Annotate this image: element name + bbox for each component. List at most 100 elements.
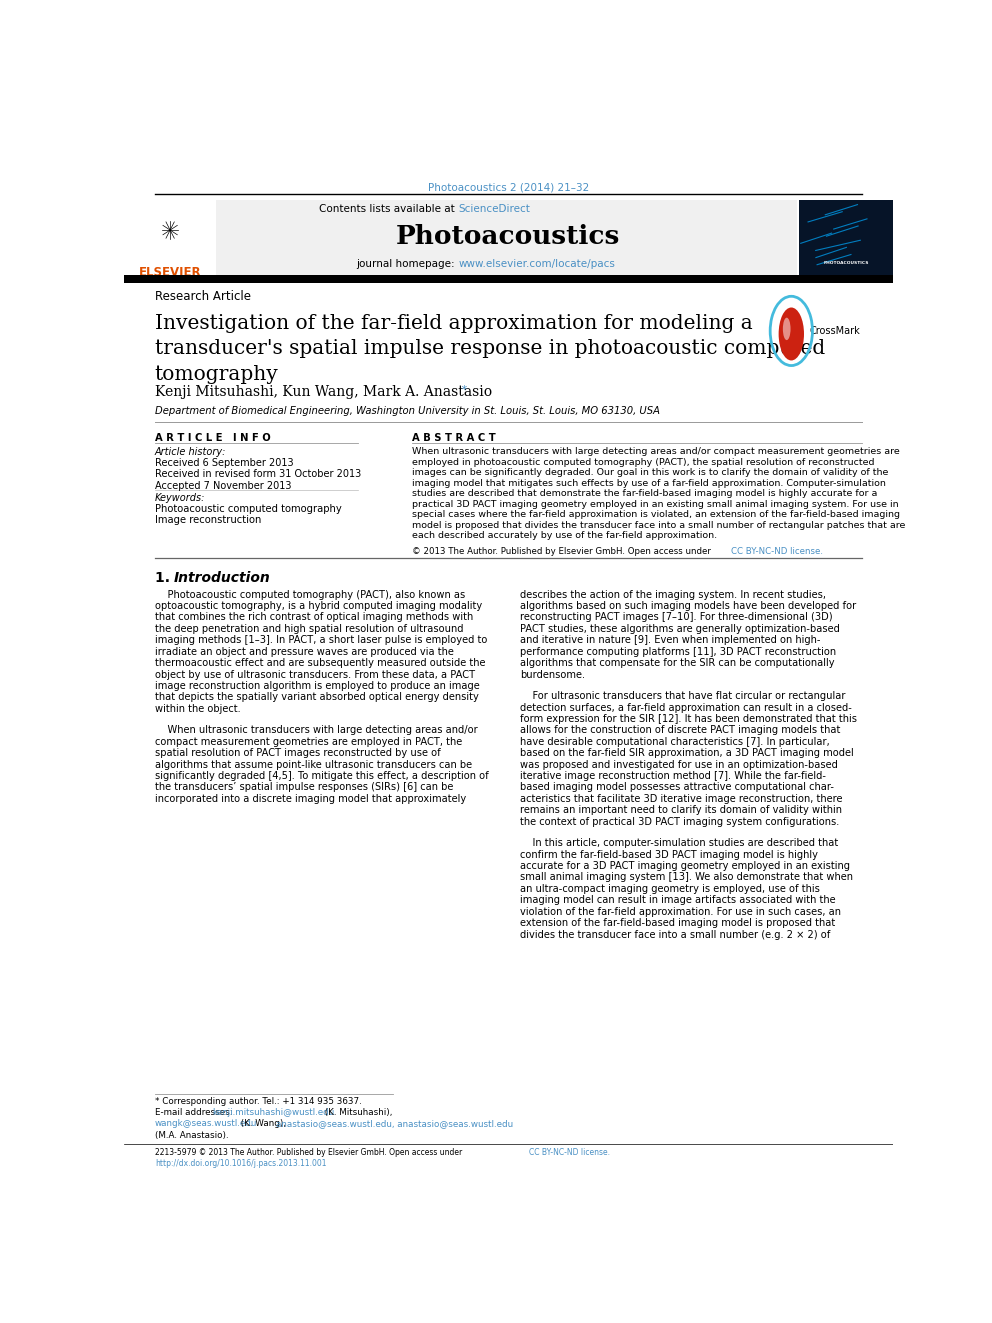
Text: and iterative in nature [9]. Even when implemented on high-: and iterative in nature [9]. Even when i… [520,635,820,646]
Text: confirm the far-field-based 3D PACT imaging model is highly: confirm the far-field-based 3D PACT imag… [520,849,818,860]
Text: Keywords:: Keywords: [155,493,205,503]
Text: that combines the rich contrast of optical imaging methods with: that combines the rich contrast of optic… [155,613,473,623]
Text: form expression for the SIR [12]. It has been demonstrated that this: form expression for the SIR [12]. It has… [520,714,857,724]
Text: Photoacoustic computed tomography: Photoacoustic computed tomography [155,504,341,515]
Ellipse shape [779,307,804,360]
Text: images can be significantly degraded. Our goal in this work is to clarify the do: images can be significantly degraded. Ou… [413,468,889,478]
Text: thermoacoustic effect and are subsequently measured outside the: thermoacoustic effect and are subsequent… [155,658,485,668]
Text: PHOTOACOUSTICS: PHOTOACOUSTICS [823,261,869,265]
Text: Contents lists available at: Contents lists available at [319,204,458,213]
Text: Introduction: Introduction [174,572,271,585]
FancyBboxPatch shape [216,200,797,275]
Text: journal homepage:: journal homepage: [356,258,458,269]
Text: wangk@seas.wustl.edu: wangk@seas.wustl.edu [155,1119,257,1129]
Text: within the object.: within the object. [155,704,240,714]
Text: 1.: 1. [155,572,175,585]
Text: divides the transducer face into a small number (e.g. 2 × 2) of: divides the transducer face into a small… [520,930,830,939]
Text: For ultrasonic transducers that have flat circular or rectangular: For ultrasonic transducers that have fla… [520,691,845,701]
FancyBboxPatch shape [124,275,893,283]
Text: CrossMark: CrossMark [809,325,860,336]
Text: Image reconstruction: Image reconstruction [155,515,261,525]
Text: was proposed and investigated for use in an optimization-based: was proposed and investigated for use in… [520,759,838,770]
Text: (K. Mitsuhashi),: (K. Mitsuhashi), [322,1109,393,1117]
Text: Kenji Mitsuhashi, Kun Wang, Mark A. Anastasio: Kenji Mitsuhashi, Kun Wang, Mark A. Anas… [155,385,492,400]
Text: Photoacoustics: Photoacoustics [396,224,621,249]
Text: * Corresponding author. Tel.: +1 314 935 3637.: * Corresponding author. Tel.: +1 314 935… [155,1097,361,1106]
Text: CC BY-NC-ND license.: CC BY-NC-ND license. [529,1148,610,1156]
Text: Received in revised form 31 October 2013: Received in revised form 31 October 2013 [155,470,361,479]
Text: When ultrasonic transducers with large detecting areas and/or compact measuremen: When ultrasonic transducers with large d… [413,447,900,456]
Text: spatial resolution of PACT images reconstructed by use of: spatial resolution of PACT images recons… [155,749,440,758]
Text: detection surfaces, a far-field approximation can result in a closed-: detection surfaces, a far-field approxim… [520,703,852,713]
Text: transducer's spatial impulse response in photoacoustic computed: transducer's spatial impulse response in… [155,339,825,359]
Text: Accepted 7 November 2013: Accepted 7 November 2013 [155,480,292,491]
Text: accurate for a 3D PACT imaging geometry employed in an existing: accurate for a 3D PACT imaging geometry … [520,861,850,871]
Text: E-mail addresses:: E-mail addresses: [155,1109,235,1117]
FancyBboxPatch shape [799,200,893,275]
Ellipse shape [783,318,791,340]
Text: practical 3D PACT imaging geometry employed in an existing small animal imaging : practical 3D PACT imaging geometry emplo… [413,500,899,508]
Text: model is proposed that divides the transducer face into a small number of rectan: model is proposed that divides the trans… [413,520,906,529]
Text: each described accurately by use of the far-field approximation.: each described accurately by use of the … [413,531,717,540]
Text: algorithms that compensate for the SIR can be computationally: algorithms that compensate for the SIR c… [520,658,834,668]
Text: 2213-5979 © 2013 The Author. Published by Elsevier GmbH. Open access under: 2213-5979 © 2013 The Author. Published b… [155,1148,464,1156]
Text: acteristics that facilitate 3D iterative image reconstruction, there: acteristics that facilitate 3D iterative… [520,794,842,804]
Text: significantly degraded [4,5]. To mitigate this effect, a description of: significantly degraded [4,5]. To mitigat… [155,771,488,781]
Text: In this article, computer-simulation studies are described that: In this article, computer-simulation stu… [520,839,838,848]
Text: the context of practical 3D PACT imaging system configurations.: the context of practical 3D PACT imaging… [520,816,839,827]
Text: algorithms based on such imaging models have been developed for: algorithms based on such imaging models … [520,601,856,611]
Text: employed in photoacoustic computed tomography (PACT), the spatial resolution of : employed in photoacoustic computed tomog… [413,458,875,467]
Text: optoacoustic tomography, is a hybrid computed imaging modality: optoacoustic tomography, is a hybrid com… [155,601,482,611]
Text: small animal imaging system [13]. We also demonstrate that when: small animal imaging system [13]. We als… [520,872,853,882]
Text: have desirable computational characteristics [7]. In particular,: have desirable computational characteris… [520,737,829,746]
Text: Photoacoustic computed tomography (PACT), also known as: Photoacoustic computed tomography (PACT)… [155,590,465,599]
Text: an ultra-compact imaging geometry is employed, use of this: an ultra-compact imaging geometry is emp… [520,884,819,894]
Text: www.elsevier.com/locate/pacs: www.elsevier.com/locate/pacs [458,258,615,269]
Text: compact measurement geometries are employed in PACT, the: compact measurement geometries are emplo… [155,737,462,746]
Text: Photoacoustics 2 (2014) 21–32: Photoacoustics 2 (2014) 21–32 [428,183,589,192]
Text: based imaging model possesses attractive computational char-: based imaging model possesses attractive… [520,782,834,792]
Text: iterative image reconstruction method [7]. While the far-field-: iterative image reconstruction method [7… [520,771,826,781]
Text: anastasio@seas.wustl.edu, anastasio@seas.wustl.edu: anastasio@seas.wustl.edu, anastasio@seas… [276,1119,513,1129]
Text: based on the far-field SIR approximation, a 3D PACT imaging model: based on the far-field SIR approximation… [520,749,854,758]
Text: imaging model that mitigates such effects by use of a far-field approximation. C: imaging model that mitigates such effect… [413,479,886,488]
Text: remains an important need to clarify its domain of validity within: remains an important need to clarify its… [520,806,842,815]
Text: studies are described that demonstrate the far-field-based imaging model is high: studies are described that demonstrate t… [413,490,878,497]
Text: tomography: tomography [155,365,279,384]
Text: ScienceDirect: ScienceDirect [458,204,531,213]
Text: http://dx.doi.org/10.1016/j.pacs.2013.11.001: http://dx.doi.org/10.1016/j.pacs.2013.11… [155,1159,326,1168]
FancyBboxPatch shape [124,200,216,275]
Text: kenji.mitsuhashi@wustl.edu: kenji.mitsuhashi@wustl.edu [212,1109,334,1117]
Text: CC BY-NC-ND license.: CC BY-NC-ND license. [731,546,823,556]
Text: Received 6 September 2013: Received 6 September 2013 [155,458,294,468]
Text: algorithms that assume point-like ultrasonic transducers can be: algorithms that assume point-like ultras… [155,759,472,770]
Text: A R T I C L E   I N F O: A R T I C L E I N F O [155,433,271,443]
Text: object by use of ultrasonic transducers. From these data, a PACT: object by use of ultrasonic transducers.… [155,669,475,680]
Text: © 2013 The Author. Published by Elsevier GmbH. Open access under: © 2013 The Author. Published by Elsevier… [413,546,714,556]
Text: Investigation of the far-field approximation for modeling a: Investigation of the far-field approxima… [155,314,753,332]
Text: burdensome.: burdensome. [520,669,585,680]
Text: describes the action of the imaging system. In recent studies,: describes the action of the imaging syst… [520,590,826,599]
Text: Research Article: Research Article [155,290,251,303]
Text: violation of the far-field approximation. For use in such cases, an: violation of the far-field approximation… [520,906,841,917]
Text: When ultrasonic transducers with large detecting areas and/or: When ultrasonic transducers with large d… [155,725,477,736]
Text: Department of Biomedical Engineering, Washington University in St. Louis, St. Lo: Department of Biomedical Engineering, Wa… [155,406,660,417]
Text: allows for the construction of discrete PACT imaging models that: allows for the construction of discrete … [520,725,840,736]
Text: the deep penetration and high spatial resolution of ultrasound: the deep penetration and high spatial re… [155,624,463,634]
Text: PACT studies, these algorithms are generally optimization-based: PACT studies, these algorithms are gener… [520,624,840,634]
Text: ELSEVIER: ELSEVIER [139,266,201,279]
Text: Article history:: Article history: [155,447,226,456]
Text: A B S T R A C T: A B S T R A C T [413,433,496,443]
Text: that depicts the spatially variant absorbed optical energy density: that depicts the spatially variant absor… [155,692,478,703]
Text: performance computing platforms [11], 3D PACT reconstruction: performance computing platforms [11], 3D… [520,647,836,656]
Text: incorporated into a discrete imaging model that approximately: incorporated into a discrete imaging mod… [155,794,466,804]
Text: reconstructing PACT images [7–10]. For three-dimensional (3D): reconstructing PACT images [7–10]. For t… [520,613,832,623]
Text: *: * [458,385,467,394]
Text: image reconstruction algorithm is employed to produce an image: image reconstruction algorithm is employ… [155,681,479,691]
Text: special cases where the far-field approximation is violated, an extension of the: special cases where the far-field approx… [413,509,901,519]
Text: irradiate an object and pressure waves are produced via the: irradiate an object and pressure waves a… [155,647,453,656]
Text: (K. Wang),: (K. Wang), [238,1119,289,1129]
Text: imaging model can result in image artifacts associated with the: imaging model can result in image artifa… [520,896,835,905]
Text: (M.A. Anastasio).: (M.A. Anastasio). [155,1131,228,1139]
Text: the transducers’ spatial impulse responses (SIRs) [6] can be: the transducers’ spatial impulse respons… [155,782,453,792]
